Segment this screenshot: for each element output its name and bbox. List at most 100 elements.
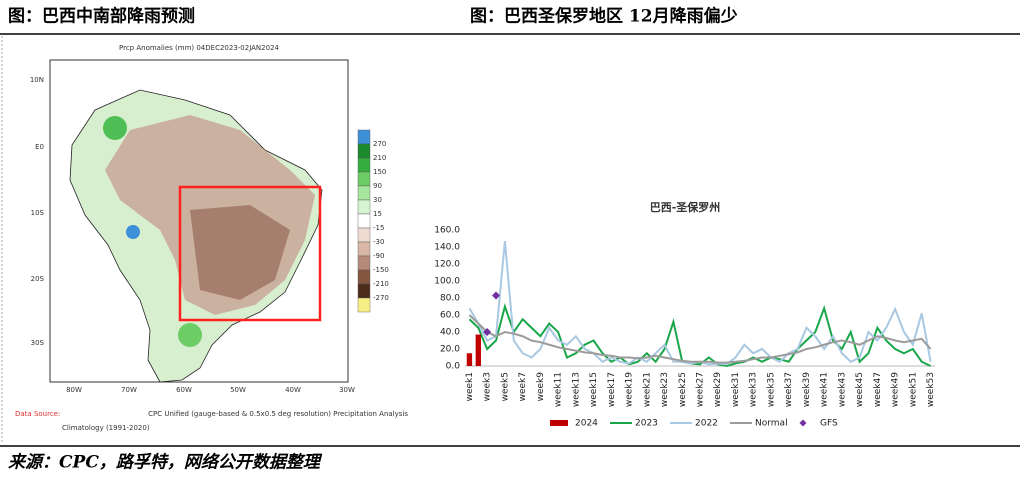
wet-area (103, 116, 127, 140)
lat-label: 10S (31, 209, 45, 217)
chart-title: 巴西-圣保罗州 (650, 200, 721, 214)
legend-label: Normal (755, 419, 788, 429)
footer-source: 来源：CPC，路孚特，网络公开数据整理 (8, 453, 323, 473)
bar (475, 334, 481, 366)
source-text: CPC Unified (gauge-based & 0.5x0.5 deg r… (148, 410, 408, 418)
x-tick-label: week15 (589, 372, 599, 407)
colorbar-label: 210 (373, 154, 386, 162)
lat-label: E0 (35, 143, 44, 151)
bar (466, 353, 473, 366)
colorbar-swatch (357, 171, 371, 187)
lon-label: 30W (339, 386, 355, 394)
y-tick-label: 120.0 (434, 260, 460, 270)
legend-label: GFS (820, 419, 838, 429)
lat-label: 20S (31, 275, 45, 283)
x-tick-label: week11 (554, 372, 564, 407)
x-tick-label: week13 (571, 372, 581, 407)
colorbar-swatch (357, 129, 371, 145)
x-tick-label: week37 (784, 372, 794, 407)
highlight-box (178, 185, 322, 322)
x-tick-label: week43 (837, 372, 847, 407)
y-tick-label: 140.0 (434, 243, 460, 253)
x-tick-label: week3 (483, 372, 493, 401)
y-tick-label: 20.0 (440, 345, 460, 355)
colorbar-swatch (357, 297, 371, 313)
colorbar-swatch (357, 199, 371, 215)
colorbar-swatch (357, 143, 371, 159)
legend-swatch (550, 420, 568, 426)
x-tick-label: week39 (802, 372, 812, 407)
map-title: Prcp Anomalies (mm) 04DEC2023-02JAN2024 (119, 44, 280, 52)
source-label: Data Source: (15, 410, 60, 418)
colorbar-swatch (357, 241, 371, 257)
lon-label: 70W (121, 386, 137, 394)
x-tick-label: week19 (625, 372, 635, 407)
x-tick-label: week5 (500, 372, 510, 401)
legend-swatch (799, 419, 807, 427)
colorbar-swatch (357, 185, 371, 201)
map-panel: Prcp Anomalies (mm) 04DEC2023-02JAN2024 … (15, 44, 408, 432)
y-tick-label: 40.0 (440, 328, 460, 338)
line (468, 303, 932, 368)
colorbar-swatch (357, 283, 371, 299)
x-tick-label: week49 (891, 372, 901, 407)
lon-label: 80W (66, 386, 82, 394)
line (468, 240, 932, 366)
legend-label: 2023 (635, 419, 658, 429)
x-tick-label: week47 (873, 372, 883, 407)
colorbar-label: -270 (373, 294, 389, 302)
colorbar-label: 90 (373, 182, 382, 190)
colorbar-label: -210 (373, 280, 389, 288)
right-title: 图：巴西圣保罗地区 12月降雨偏少 (470, 6, 738, 27)
wet-area (178, 323, 202, 347)
x-tick-label: week25 (678, 372, 688, 407)
line (468, 314, 932, 364)
legend-label: 2024 (575, 419, 598, 429)
source-text2: Climatology (1991-2020) (62, 424, 150, 432)
lon-label: 60W (176, 386, 192, 394)
very-dry-area (190, 205, 290, 300)
colorbar-label: 150 (373, 168, 386, 176)
colorbar-label: -15 (373, 224, 384, 232)
colorbar-label: -30 (373, 238, 384, 246)
colorbar-label: 30 (373, 196, 382, 204)
colorbar-swatch (357, 213, 371, 229)
x-tick-label: week17 (607, 372, 617, 407)
lat-label: 10N (30, 76, 44, 84)
y-tick-label: 60.0 (440, 311, 460, 321)
colorbar-label: 15 (373, 210, 382, 218)
y-tick-label: 100.0 (434, 277, 460, 287)
x-tick-label: week45 (855, 372, 865, 407)
x-tick-label: week41 (820, 372, 830, 407)
point (492, 291, 501, 300)
legend-label: 2022 (695, 419, 718, 429)
colorbar-swatch (357, 157, 371, 173)
colorbar-swatch (357, 227, 371, 243)
y-tick-label: 0.0 (446, 362, 461, 372)
lat-label: 30S (31, 339, 45, 347)
colorbar-swatch (357, 255, 371, 271)
point (483, 328, 492, 336)
x-tick-label: week7 (518, 372, 528, 401)
x-tick-label: week29 (713, 372, 723, 407)
x-tick-label: week51 (908, 372, 918, 407)
colorbar-label: -150 (373, 266, 389, 274)
colorbar-label: -90 (373, 252, 384, 260)
x-tick-label: week23 (660, 372, 670, 407)
lon-label: 50W (230, 386, 246, 394)
x-tick-label: week1 (465, 372, 475, 401)
colorbar-swatch (357, 269, 371, 285)
left-title: 图：巴西中南部降雨预测 (8, 6, 195, 27)
x-tick-label: week9 (536, 372, 546, 402)
x-tick-label: week21 (642, 372, 652, 407)
y-tick-label: 160.0 (434, 226, 460, 236)
x-tick-label: week53 (926, 372, 936, 407)
x-tick-label: week33 (749, 372, 759, 407)
lon-label: 40W (285, 386, 301, 394)
colorbar-label: 270 (373, 140, 386, 148)
x-tick-label: week27 (696, 372, 706, 407)
y-tick-label: 80.0 (440, 294, 460, 304)
x-tick-label: week31 (731, 372, 741, 407)
wet-area (126, 225, 140, 239)
